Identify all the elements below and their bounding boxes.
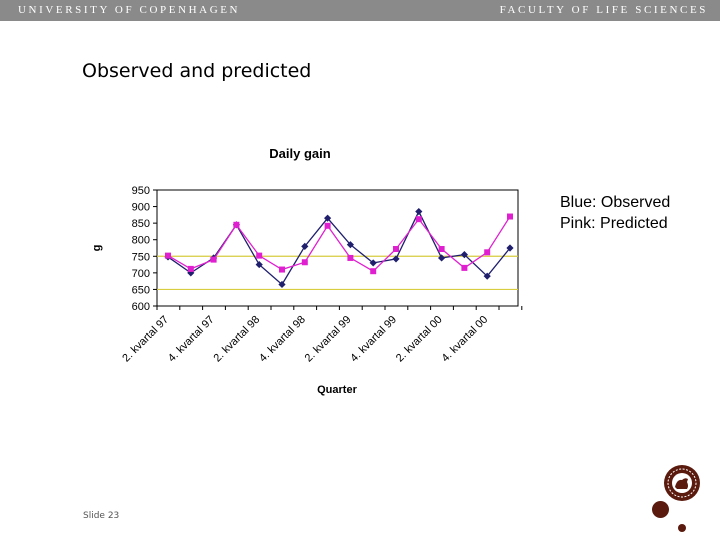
- point-observed: [324, 214, 332, 222]
- y-tick-label: 800: [132, 235, 150, 247]
- x-tick-label: 4. kvartal 99: [348, 314, 399, 365]
- x-tick-label: 2. kvartal 97: [120, 314, 171, 365]
- point-predicted: [210, 256, 217, 263]
- slide-title: Observed and predicted: [82, 60, 312, 82]
- point-predicted: [415, 216, 422, 223]
- point-observed: [438, 254, 446, 262]
- faculty-name: FACULTY OF LIFE SCIENCES: [499, 4, 708, 16]
- y-tick-label: 700: [132, 268, 150, 280]
- chart-title: Daily gain: [269, 146, 330, 161]
- point-predicted: [165, 252, 171, 259]
- x-tick-label: 2. kvartal 00: [394, 314, 445, 365]
- point-observed: [392, 255, 400, 263]
- point-predicted: [301, 259, 308, 266]
- decorative-dot-large: [652, 501, 669, 518]
- point-observed: [369, 259, 377, 267]
- point-observed: [506, 244, 514, 252]
- y-tick-label: 650: [132, 284, 150, 296]
- point-observed: [255, 260, 263, 269]
- x-tick-label: 2. kvartal 99: [303, 314, 354, 365]
- point-predicted: [370, 268, 377, 275]
- point-predicted: [187, 265, 194, 272]
- point-predicted: [507, 213, 513, 220]
- series-line-predicted: [167, 216, 511, 273]
- point-predicted: [484, 249, 491, 256]
- point-predicted: [233, 221, 240, 228]
- slide-number: Slide 23: [83, 511, 120, 521]
- point-predicted: [256, 252, 263, 259]
- university-seal-logo: [664, 465, 700, 501]
- point-predicted: [438, 245, 445, 252]
- decorative-dot-small: [678, 524, 686, 532]
- university-name: UNIVERSITY OF COPENHAGEN: [18, 4, 241, 16]
- point-predicted: [461, 264, 468, 271]
- x-tick-label: 4. kvartal 97: [166, 314, 217, 365]
- y-tick-label: 600: [132, 301, 150, 313]
- point-predicted: [347, 254, 354, 261]
- legend-observed: Blue: Observed: [560, 194, 671, 211]
- x-tick-label: 2. kvartal 98: [211, 314, 262, 365]
- x-tick-label: 4. kvartal 00: [439, 314, 490, 365]
- x-axis-label: Quarter: [317, 384, 357, 396]
- point-observed: [301, 242, 309, 250]
- y-tick-label: 900: [132, 202, 150, 214]
- point-observed: [346, 241, 354, 249]
- point-observed: [278, 280, 286, 289]
- x-tick-label: 4. kvartal 98: [257, 314, 308, 365]
- point-observed: [483, 272, 491, 280]
- y-tick-label: 950: [132, 185, 150, 197]
- y-tick-label: 850: [132, 218, 150, 230]
- point-observed: [460, 251, 468, 259]
- point-observed: [187, 269, 195, 277]
- y-axis-label: g: [91, 245, 103, 252]
- point-predicted: [393, 245, 399, 252]
- point-predicted: [324, 222, 331, 229]
- header-bar: UNIVERSITY OF COPENHAGEN FACULTY OF LIFE…: [0, 0, 720, 21]
- plot-area: [156, 189, 519, 307]
- legend-predicted: Pink: Predicted: [560, 215, 668, 232]
- legend-note: Blue: Observed Pink: Predicted: [560, 192, 670, 234]
- point-observed: [415, 207, 423, 216]
- y-tick-label: 750: [132, 251, 150, 263]
- point-predicted: [279, 266, 285, 273]
